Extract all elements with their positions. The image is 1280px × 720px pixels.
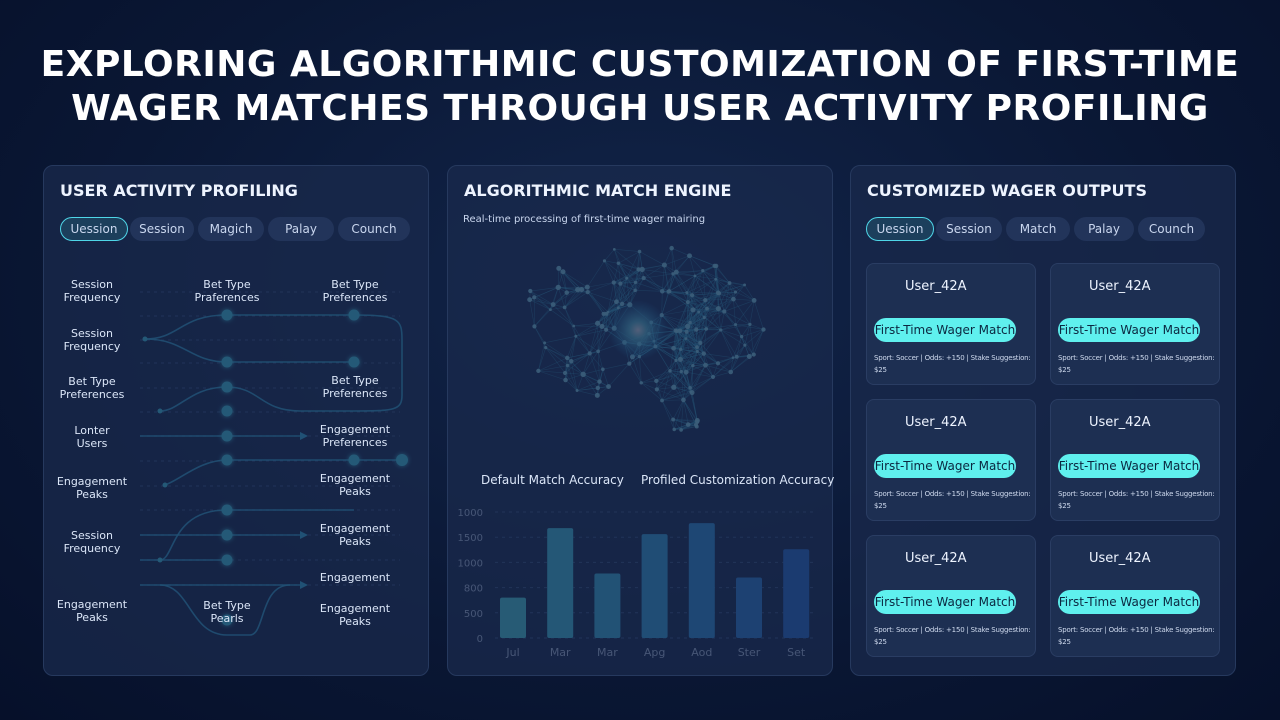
match-badge[interactable]: First-Time Wager Match bbox=[1058, 590, 1200, 614]
match-badge[interactable]: First-Time Wager Match bbox=[1058, 454, 1200, 478]
tab[interactable]: Palay bbox=[1074, 217, 1134, 241]
tab[interactable]: Uession bbox=[866, 217, 934, 241]
source-label: Bet Type Preferences bbox=[59, 375, 125, 401]
user-name: User_42A bbox=[1089, 415, 1151, 430]
user-name: User_42A bbox=[905, 551, 967, 566]
source-label: Engagement Peaks bbox=[56, 475, 128, 501]
target-label: Engagement Peaks bbox=[319, 602, 391, 628]
card-details: Sport: Soccer | Odds: +150 | Stake Sugge… bbox=[1058, 490, 1215, 510]
tab[interactable]: Session bbox=[936, 217, 1002, 241]
panel-title: ALGORITHMIC MATCH ENGINE bbox=[464, 181, 732, 200]
target-label: Engagement bbox=[319, 571, 391, 584]
match-badge[interactable]: First-Time Wager Match bbox=[874, 318, 1016, 342]
card-details: Sport: Soccer | Odds: +150 | Stake Sugge… bbox=[1058, 354, 1215, 374]
card-details: Sport: Soccer | Odds: +150 | Stake Sugge… bbox=[874, 490, 1031, 510]
source-label: Session Frequency bbox=[63, 529, 121, 555]
source-label: Engagement Peaks bbox=[56, 598, 128, 624]
match-badge[interactable]: First-Time Wager Match bbox=[874, 590, 1016, 614]
tab[interactable]: Match bbox=[1006, 217, 1070, 241]
card-details: Sport: Soccer | Odds: +150 | Stake Sugge… bbox=[874, 354, 1031, 374]
match-badge[interactable]: First-Time Wager Match bbox=[1058, 318, 1200, 342]
user-name: User_42A bbox=[1089, 279, 1151, 294]
source-label: Session Frequency bbox=[63, 278, 121, 304]
target-label: Engagement Peaks bbox=[319, 522, 391, 548]
legend-label: Default Match Accuracy bbox=[481, 473, 624, 487]
page-title: EXPLORING ALGORITHMIC CUSTOMIZATION OF F… bbox=[40, 44, 1240, 85]
target-label: Engagement Preferences bbox=[319, 423, 391, 449]
target-label: Bet Type Preferences bbox=[322, 374, 388, 400]
target-label: Engagement Peaks bbox=[319, 472, 391, 498]
user-name: User_42A bbox=[905, 415, 967, 430]
tab[interactable]: Palay bbox=[268, 217, 334, 241]
card-details: Sport: Soccer | Odds: +150 | Stake Sugge… bbox=[1058, 626, 1215, 646]
engine-subtitle: Real-time processing of first-time wager… bbox=[463, 214, 706, 225]
legend-label: Profiled Customization Accuracy bbox=[641, 473, 835, 487]
panel bbox=[447, 165, 833, 676]
user-name: User_42A bbox=[1089, 551, 1151, 566]
middle-label: Bet Type Pearls bbox=[203, 599, 251, 625]
panel-title: USER ACTIVITY PROFILING bbox=[60, 181, 298, 200]
page-title: WAGER MATCHES THROUGH USER ACTIVITY PROF… bbox=[71, 88, 1209, 129]
match-badge[interactable]: First-Time Wager Match bbox=[874, 454, 1016, 478]
tab[interactable]: Session bbox=[130, 217, 194, 241]
panel-title: CUSTOMIZED WAGER OUTPUTS bbox=[867, 181, 1147, 200]
target-label: Bet Type Preferences bbox=[322, 278, 388, 304]
source-label: Session Frequency bbox=[63, 327, 121, 353]
tab[interactable]: Counch bbox=[338, 217, 410, 241]
card-details: Sport: Soccer | Odds: +150 | Stake Sugge… bbox=[874, 626, 1031, 646]
middle-label: Bet Type Praferences bbox=[194, 278, 260, 304]
tab[interactable]: Uession bbox=[60, 217, 128, 241]
tab[interactable]: Counch bbox=[1138, 217, 1205, 241]
source-label: Lonter Users bbox=[74, 424, 110, 450]
panel bbox=[43, 165, 429, 676]
user-name: User_42A bbox=[905, 279, 967, 294]
tab[interactable]: Magich bbox=[198, 217, 264, 241]
